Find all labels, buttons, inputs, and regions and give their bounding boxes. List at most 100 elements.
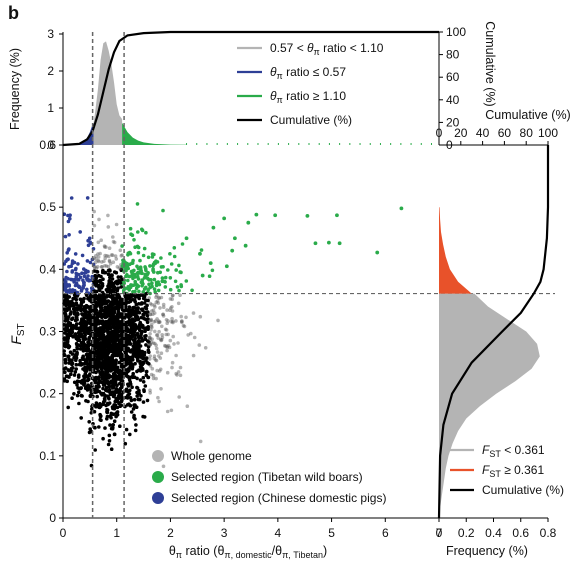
genome-point [115, 375, 120, 380]
genome-point [141, 400, 146, 404]
genome-point [128, 396, 133, 400]
genome-point [147, 340, 151, 344]
genome-point [158, 306, 162, 310]
genome-point [147, 335, 151, 340]
wild-outlier-point [335, 213, 339, 218]
genome-point [99, 274, 103, 279]
genome-point [111, 239, 116, 244]
genome-point [99, 260, 104, 264]
wild-selected-point [163, 275, 168, 280]
domestic-selected-point [74, 274, 79, 279]
genome-point [88, 366, 92, 371]
genome-point [158, 356, 163, 360]
genome-point [69, 304, 74, 308]
genome-point [130, 334, 135, 339]
genome-point [111, 302, 115, 307]
scatter-legend-label: Whole genome [171, 449, 252, 463]
genome-point [117, 302, 121, 306]
genome-point [117, 266, 122, 270]
genome-point [191, 353, 196, 358]
genome-point [114, 361, 118, 366]
genome-point [106, 213, 110, 218]
wild-selected-point [143, 266, 148, 271]
wild-selected-point [135, 202, 140, 206]
genome-point [198, 314, 203, 319]
genome-point [99, 238, 103, 242]
domestic-selected-point [78, 230, 82, 234]
genome-point [154, 346, 159, 351]
genome-point [135, 357, 140, 361]
genome-point [115, 323, 119, 328]
genome-point [133, 347, 137, 352]
wild-selected-point [160, 276, 165, 280]
genome-point [148, 391, 152, 395]
wild-selected-point [136, 230, 140, 234]
genome-point [170, 297, 174, 302]
genome-point [80, 394, 84, 398]
genome-point [155, 350, 160, 354]
genome-point [70, 317, 74, 322]
genome-point [120, 355, 125, 360]
genome-point [198, 439, 203, 444]
genome-point [176, 341, 180, 345]
genome-point [63, 307, 67, 311]
genome-point [155, 317, 159, 321]
genome-point [102, 244, 107, 248]
wild-selected-point [126, 253, 130, 257]
top-y2-tick-label: 100 [446, 25, 466, 39]
genome-point [109, 349, 114, 354]
wild-selected-point [190, 288, 194, 293]
genome-point [107, 258, 112, 263]
wild-selected-point [199, 248, 204, 252]
genome-point [126, 314, 130, 319]
genome-point [93, 448, 97, 452]
genome-point [94, 344, 99, 348]
wild-selected-point [133, 275, 138, 279]
wild-selected-point [207, 274, 212, 279]
genome-point [72, 296, 77, 300]
genome-point [127, 362, 132, 366]
genome-point [106, 394, 110, 399]
genome-point [170, 294, 175, 298]
genome-point [115, 287, 119, 292]
genome-point [103, 340, 108, 345]
genome-point [142, 353, 147, 357]
wild-outlier-point [313, 241, 318, 246]
top-ylabel: Frequency (%) [8, 48, 22, 130]
genome-point [105, 309, 109, 313]
genome-point [95, 283, 100, 288]
genome-point [131, 374, 135, 378]
wild-selected-point [150, 284, 154, 289]
genome-point [101, 436, 105, 441]
domestic-selected-point [66, 219, 71, 224]
genome-point [63, 370, 67, 375]
right-xlabel: Frequency (%) [446, 544, 528, 558]
genome-point [86, 317, 91, 322]
genome-point [157, 320, 161, 325]
genome-point [81, 354, 85, 359]
domestic-selected-point [79, 289, 84, 293]
wild-outlier-point [184, 236, 189, 241]
wild-outlier-point [246, 220, 251, 225]
domestic-selected-point [80, 271, 84, 276]
genome-point [148, 388, 152, 393]
genome-point [141, 356, 145, 361]
genome-point [125, 320, 129, 325]
scatter-legend-label: Selected region (Chinese domestic pigs) [171, 491, 386, 505]
wild-outlier-point [337, 241, 342, 246]
genome-point [93, 260, 98, 265]
genome-point [79, 308, 83, 313]
genome-point [152, 354, 157, 359]
genome-point [165, 409, 170, 414]
genome-point [119, 329, 123, 333]
genome-point [83, 327, 87, 331]
genome-point [145, 320, 150, 325]
wild-selected-point [134, 286, 139, 291]
genome-point [101, 386, 105, 391]
x-tick-label: 7 [436, 526, 443, 540]
genome-point [127, 293, 132, 298]
wild-selected-point [169, 262, 174, 266]
genome-point [87, 420, 91, 424]
genome-point [132, 403, 136, 407]
wild-outlier-point [230, 248, 235, 253]
